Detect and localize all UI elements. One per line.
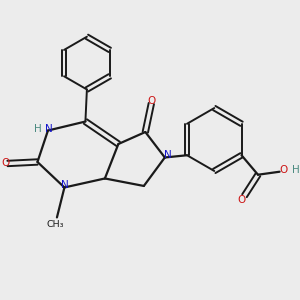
Text: O: O [279,165,287,175]
Text: CH₃: CH₃ [47,220,64,229]
Text: O: O [237,195,246,205]
Text: H: H [292,165,300,175]
Text: N: N [61,180,69,190]
Text: H: H [34,124,42,134]
Text: N: N [164,150,172,160]
Text: N: N [45,124,52,134]
Text: O: O [148,96,156,106]
Text: O: O [2,158,10,168]
